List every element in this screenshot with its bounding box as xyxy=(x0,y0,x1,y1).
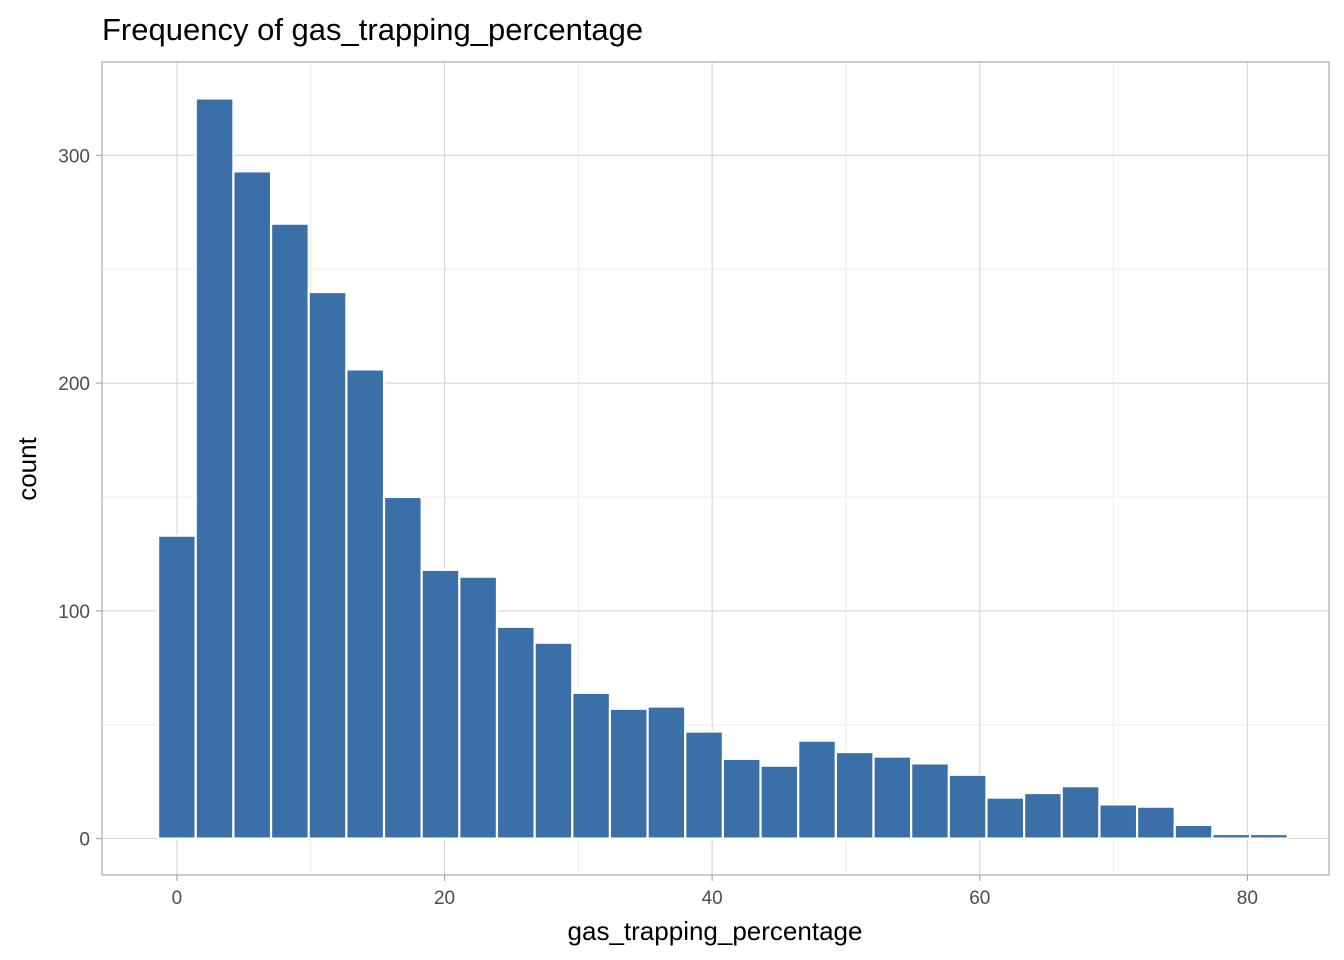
x-axis-title: gas_trapping_percentage xyxy=(568,916,863,946)
histogram-bar xyxy=(1098,803,1139,840)
histogram-bar xyxy=(834,750,875,840)
x-tick-label: 80 xyxy=(1237,888,1258,909)
histogram-bar xyxy=(232,170,273,840)
histogram-bar xyxy=(985,796,1026,840)
y-tick-label: 300 xyxy=(58,146,90,167)
x-axis-ticks: 0 20 40 60 80 xyxy=(172,875,1258,909)
y-axis-ticks: 0 100 200 300 xyxy=(58,146,102,851)
histogram-bar xyxy=(495,625,536,840)
x-tick-label: 40 xyxy=(702,888,723,909)
y-tick-label: 100 xyxy=(58,602,90,623)
histogram-bar xyxy=(194,97,235,840)
histogram-bar xyxy=(382,495,423,840)
histogram-bar xyxy=(458,575,499,840)
x-tick-label: 20 xyxy=(434,888,455,909)
histogram-bar xyxy=(872,755,913,840)
histogram-bar xyxy=(1023,791,1063,840)
histogram-bar xyxy=(571,691,612,840)
histogram-bar xyxy=(608,707,649,840)
histogram-bar xyxy=(759,764,800,840)
x-tick-label: 60 xyxy=(969,888,990,909)
histogram-bar xyxy=(157,534,197,840)
histogram-bar xyxy=(533,641,574,840)
histogram-bar xyxy=(947,773,988,840)
bars xyxy=(157,97,1289,840)
histogram-bar xyxy=(345,368,386,840)
panel-border xyxy=(101,61,1330,876)
y-axis-title: count xyxy=(12,436,42,500)
histogram-bar xyxy=(1135,805,1176,840)
histogram-bar xyxy=(721,757,762,840)
histogram-bar xyxy=(797,739,837,840)
histogram-bar xyxy=(910,762,950,840)
y-tick-label: 200 xyxy=(58,374,90,395)
histogram-bar xyxy=(1211,832,1252,840)
histogram-bar xyxy=(646,705,687,840)
chart-title: Frequency of gas_trapping_percentage xyxy=(102,12,643,47)
histogram-bar xyxy=(420,568,461,840)
histogram-bar xyxy=(1173,823,1214,840)
y-tick-label: 0 xyxy=(79,830,90,851)
x-tick-label: 0 xyxy=(172,888,183,909)
histogram-bar xyxy=(307,290,348,840)
histogram-bar xyxy=(269,222,310,840)
histogram-bar xyxy=(1248,832,1289,840)
histogram-bar xyxy=(684,730,724,840)
histogram-bar xyxy=(1060,785,1101,840)
